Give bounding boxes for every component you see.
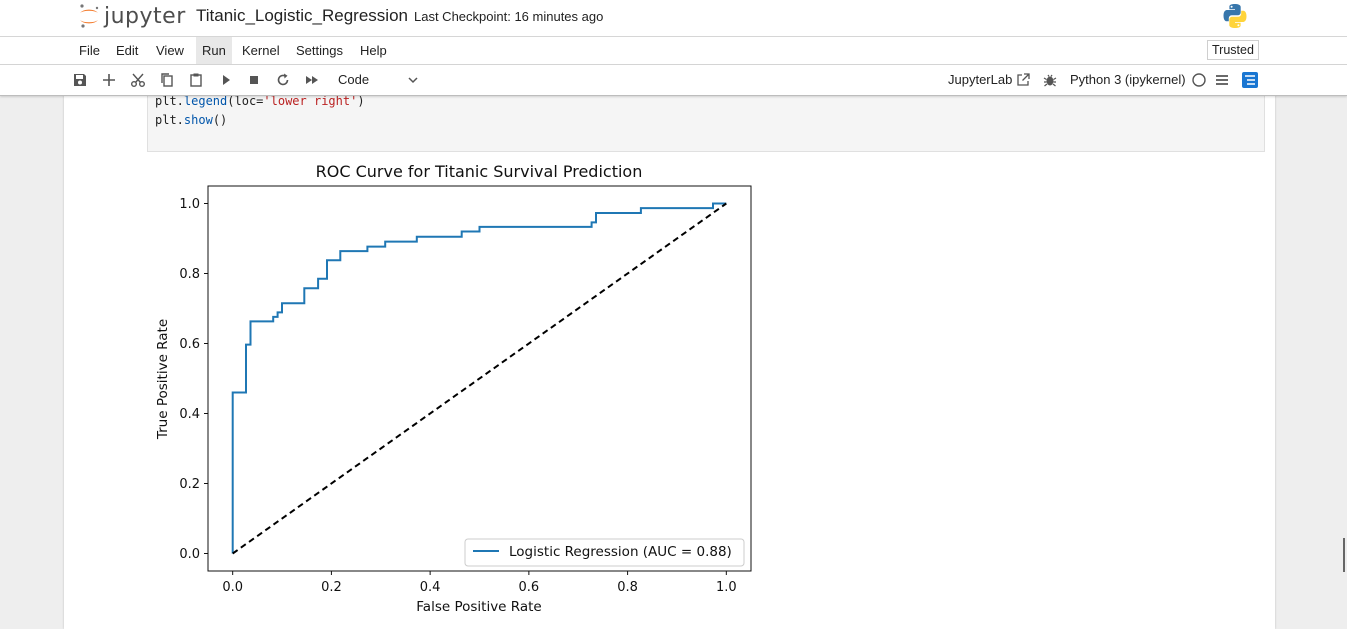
x-tick-label: 0.4 bbox=[420, 580, 441, 595]
y-tick-label: 0.6 bbox=[179, 337, 200, 352]
code-token: 'lower right' bbox=[263, 94, 358, 108]
code-token: plt. bbox=[155, 94, 184, 108]
table-of-contents-icon[interactable] bbox=[1242, 72, 1258, 88]
menu-bar: File Edit View Run Kernel Settings Help … bbox=[0, 37, 1347, 65]
legend-label: Logistic Regression (AUC = 0.88) bbox=[509, 544, 732, 560]
copy-icon[interactable] bbox=[159, 72, 175, 88]
code-token: (loc= bbox=[227, 94, 264, 108]
y-tick-label: 0.0 bbox=[179, 547, 200, 562]
add-cell-icon[interactable] bbox=[101, 72, 117, 88]
y-tick-label: 1.0 bbox=[179, 197, 200, 212]
save-icon[interactable] bbox=[72, 72, 88, 88]
notebook-toolbar: Code JupyterLab Python 3 (ipykernel) bbox=[0, 65, 1347, 96]
open-in-jupyterlab-link[interactable]: JupyterLab bbox=[948, 72, 1013, 87]
trusted-indicator[interactable]: Trusted bbox=[1207, 40, 1259, 60]
code-token: ) bbox=[357, 94, 365, 108]
x-tick-label: 0.0 bbox=[222, 580, 243, 595]
jupyter-logo[interactable]: jupyter bbox=[78, 2, 186, 30]
x-tick-label: 1.0 bbox=[716, 580, 737, 595]
external-link-icon[interactable] bbox=[1015, 72, 1031, 88]
notebook-title[interactable]: Titanic_Logistic_Regression bbox=[196, 6, 408, 25]
scrollbar-thumb[interactable] bbox=[1343, 538, 1345, 572]
top-bar: jupyter Titanic_Logistic_Regression Last… bbox=[0, 0, 1347, 37]
code-token: plt. bbox=[155, 113, 184, 127]
code-token: show bbox=[183, 113, 213, 127]
y-tick-label: 0.8 bbox=[179, 267, 200, 282]
diagonal-baseline-line bbox=[232, 202, 727, 555]
code-token: legend bbox=[183, 94, 228, 108]
cell-type-select[interactable]: Code bbox=[338, 72, 370, 87]
y-tick-label: 0.2 bbox=[179, 477, 200, 492]
roc-chart: ROC Curve for Titanic Survival Predictio… bbox=[155, 162, 752, 615]
menu-view[interactable]: View bbox=[156, 43, 184, 58]
y-axis-label: True Positive Rate bbox=[155, 319, 171, 440]
y-tick-label: 0.4 bbox=[179, 407, 200, 422]
roc-curve-line bbox=[231, 202, 727, 554]
restart-run-all-icon[interactable] bbox=[304, 72, 320, 88]
x-tick-label: 0.2 bbox=[321, 580, 342, 595]
chevron-down-icon[interactable] bbox=[408, 76, 418, 84]
chart-title: ROC Curve for Titanic Survival Predictio… bbox=[316, 162, 643, 181]
run-icon[interactable] bbox=[218, 72, 234, 88]
kernel-name[interactable]: Python 3 (ipykernel) bbox=[1070, 72, 1186, 87]
cut-icon[interactable] bbox=[130, 72, 146, 88]
paste-icon[interactable] bbox=[188, 72, 204, 88]
legend-box bbox=[464, 538, 745, 567]
menu-lines-icon[interactable] bbox=[1214, 72, 1230, 88]
jupyter-logo-text: jupyter bbox=[104, 3, 186, 29]
x-axis-label: False Positive Rate bbox=[416, 599, 541, 615]
code-token: () bbox=[212, 113, 228, 127]
code-line: plt.legend(loc='lower right') bbox=[155, 94, 365, 108]
restart-icon[interactable] bbox=[275, 72, 291, 88]
jupyter-logo-icon bbox=[80, 4, 99, 28]
menu-edit[interactable]: Edit bbox=[116, 43, 139, 58]
debugger-bug-icon[interactable] bbox=[1042, 72, 1058, 88]
code-line: plt.show() bbox=[155, 113, 227, 127]
kernel-status-idle-icon bbox=[1192, 73, 1206, 87]
menu-file[interactable]: File bbox=[79, 43, 100, 58]
menu-kernel[interactable]: Kernel bbox=[242, 43, 280, 58]
menu-run[interactable]: Run bbox=[196, 37, 232, 64]
x-tick-label: 0.6 bbox=[519, 580, 540, 595]
menu-settings[interactable]: Settings bbox=[296, 43, 343, 58]
stop-icon[interactable] bbox=[246, 72, 262, 88]
x-tick-label: 0.8 bbox=[617, 580, 638, 595]
checkpoint-status: Last Checkpoint: 16 minutes ago bbox=[414, 9, 604, 24]
code-cell-editor[interactable]: plt.legend(loc='lower right') plt.show() bbox=[147, 91, 1265, 152]
python-logo-icon bbox=[1223, 4, 1247, 28]
menu-help[interactable]: Help bbox=[360, 43, 387, 58]
legend: Logistic Regression (AUC = 0.88) bbox=[464, 538, 745, 567]
